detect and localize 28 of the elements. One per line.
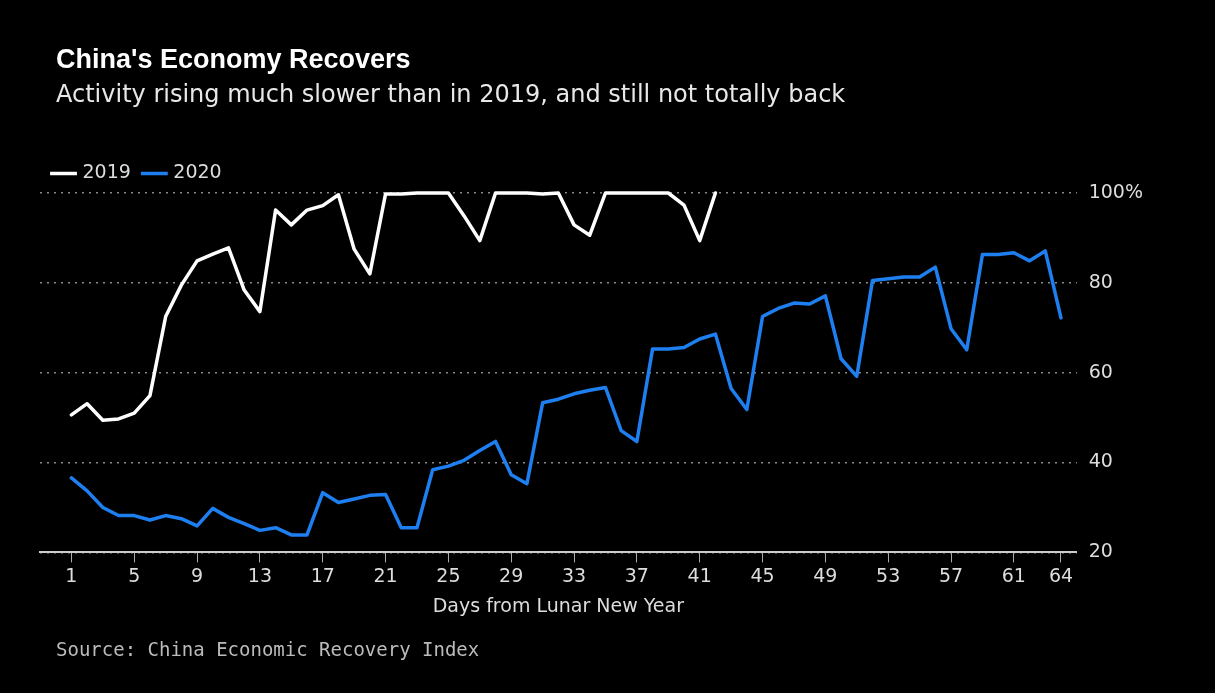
x-tick-label: 57	[938, 563, 964, 586]
y-tick-label: 100%	[1088, 179, 1144, 202]
x-tick-label: 64	[1048, 563, 1074, 586]
legend-label: 2020	[173, 160, 222, 183]
x-tick-label: 5	[128, 563, 141, 586]
x-tick-label: 61	[1001, 563, 1026, 586]
x-tick-label: 53	[876, 563, 901, 586]
x-tick-label: 9	[191, 563, 204, 586]
y-tick-label: 60	[1088, 359, 1113, 382]
x-tick-label: 33	[561, 563, 587, 586]
chart-subtitle: Activity rising much slower than in 2019, and still not totally back	[56, 80, 846, 108]
x-tick-label: 49	[813, 563, 838, 586]
y-tick-label: 80	[1088, 269, 1113, 292]
legend-label: 2019	[82, 160, 131, 183]
x-tick-label: 13	[247, 563, 272, 586]
x-tick-label: 41	[687, 563, 712, 586]
x-tick-label: 1	[65, 563, 78, 586]
y-tick-label: 20	[1088, 539, 1113, 562]
x-tick-label: 45	[750, 563, 775, 586]
x-tick-label: 37	[624, 563, 649, 586]
x-tick-label: 29	[499, 563, 524, 586]
x-tick-label: 25	[436, 563, 461, 586]
chart-title: China's Economy Recovers	[56, 44, 411, 75]
x-tick-label: 17	[310, 563, 335, 586]
x-tick-label: 21	[373, 563, 398, 586]
y-tick-label: 40	[1088, 449, 1113, 472]
x-axis-title: Days from Lunar New Year	[432, 593, 685, 616]
source-note: Source: China Economic Recovery Index	[56, 638, 480, 660]
